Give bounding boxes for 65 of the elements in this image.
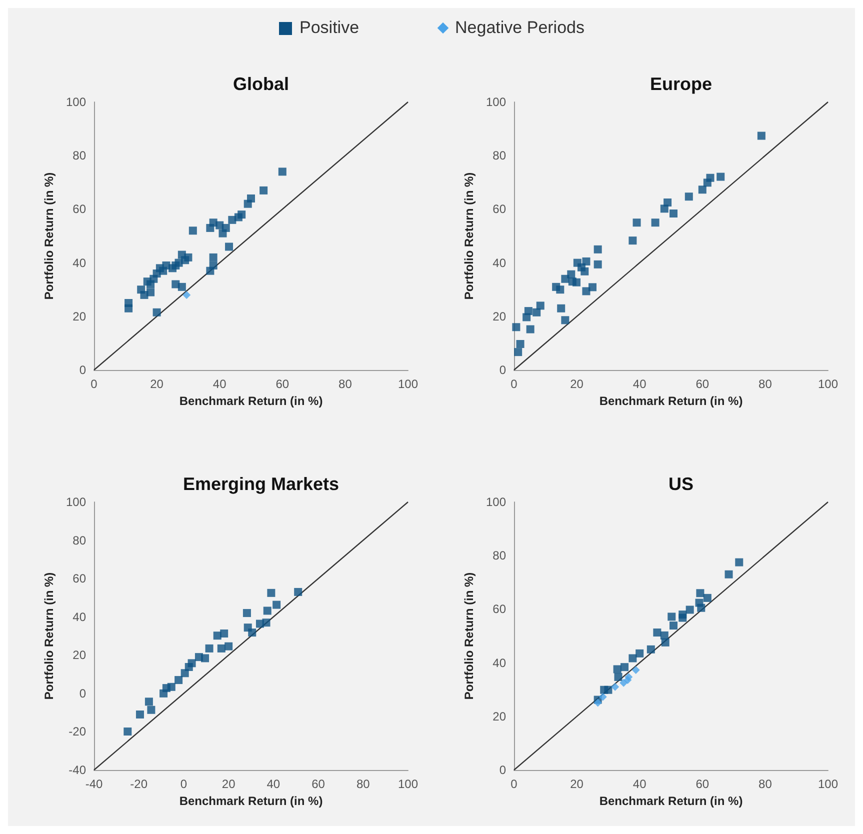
y-tick-label: 80 [492,148,506,163]
y-tick-label: 80 [72,533,86,548]
x-tick-label: 80 [338,377,352,391]
y-tick-label: 0 [79,363,86,377]
y-tick-label: 20 [72,648,86,662]
y-tick-label: 60 [492,602,506,616]
y-axis-title: Portfolio Return (in %) [42,172,56,300]
y-tick-label: 100 [66,95,86,109]
y-tick-label: 40 [492,656,506,670]
x-tick-label: 100 [818,777,838,791]
x-tick-label: 60 [696,777,710,791]
x-tick-label: 100 [818,377,838,391]
x-axis-title: Benchmark Return (in %) [179,794,323,808]
y-tick-label: 0 [499,763,506,777]
y-tick-label: 0 [499,363,506,377]
y-tick-label: 20 [492,309,506,324]
y-axis-title: Portfolio Return (in %) [462,172,476,300]
chart-title: Global [232,74,290,94]
y-axis-title: Portfolio Return (in %) [42,572,56,700]
y-tick-label: 20 [72,309,86,324]
x-tick-label: 40 [632,777,647,791]
x-tick-label: 20 [150,377,164,391]
x-tick-label: 0 [180,777,188,791]
legend-label: Negative Periods [455,18,584,38]
x-tick-label: 40 [212,377,227,391]
y-tick-label: 80 [492,548,506,563]
y-axis-title: Portfolio Return (in %) [462,572,476,700]
chart-title: Europe [650,74,712,94]
y-tick-label: 60 [72,572,86,586]
y-tick-label: 100 [486,95,506,109]
x-tick-label: 0 [90,377,98,391]
x-tick-label: 0 [510,377,518,391]
y-tick-label: 40 [72,610,86,624]
x-tick-label: 60 [276,377,290,391]
y-tick-label: 0 [79,686,86,700]
legend-label: Positive [300,18,360,38]
x-tick-label: 80 [356,777,370,791]
x-tick-label: 100 [398,377,418,391]
x-tick-label: 100 [398,777,418,791]
y-tick-label: 60 [72,202,86,216]
x-tick-label: 60 [696,377,710,391]
x-tick-label: -20 [130,777,148,791]
x-axis-title: Benchmark Return (in %) [599,794,743,808]
x-tick-label: 20 [222,777,236,791]
x-tick-label: 40 [266,777,280,791]
y-tick-label: 40 [72,256,86,270]
x-axis-title: Benchmark Return (in %) [179,394,323,408]
x-tick-label: 40 [632,377,647,391]
chart-title: US [668,474,694,494]
x-tick-label: 80 [758,377,772,391]
y-tick-label: 80 [72,148,86,163]
x-tick-label: 20 [570,377,584,391]
chart-title: Emerging Markets [182,474,340,494]
y-tick-label: 20 [492,709,506,724]
y-tick-label: 100 [486,495,506,509]
x-axis-title: Benchmark Return (in %) [599,394,743,408]
x-tick-label: 20 [570,777,584,791]
y-tick-label: 40 [492,256,506,270]
x-tick-label: 0 [510,777,518,791]
y-tick-label: -40 [68,763,86,777]
y-tick-label: 60 [492,202,506,216]
y-tick-label: 100 [66,495,86,509]
x-tick-label: 60 [312,777,326,791]
x-tick-label: 80 [758,777,772,791]
y-tick-label: -20 [68,724,86,739]
